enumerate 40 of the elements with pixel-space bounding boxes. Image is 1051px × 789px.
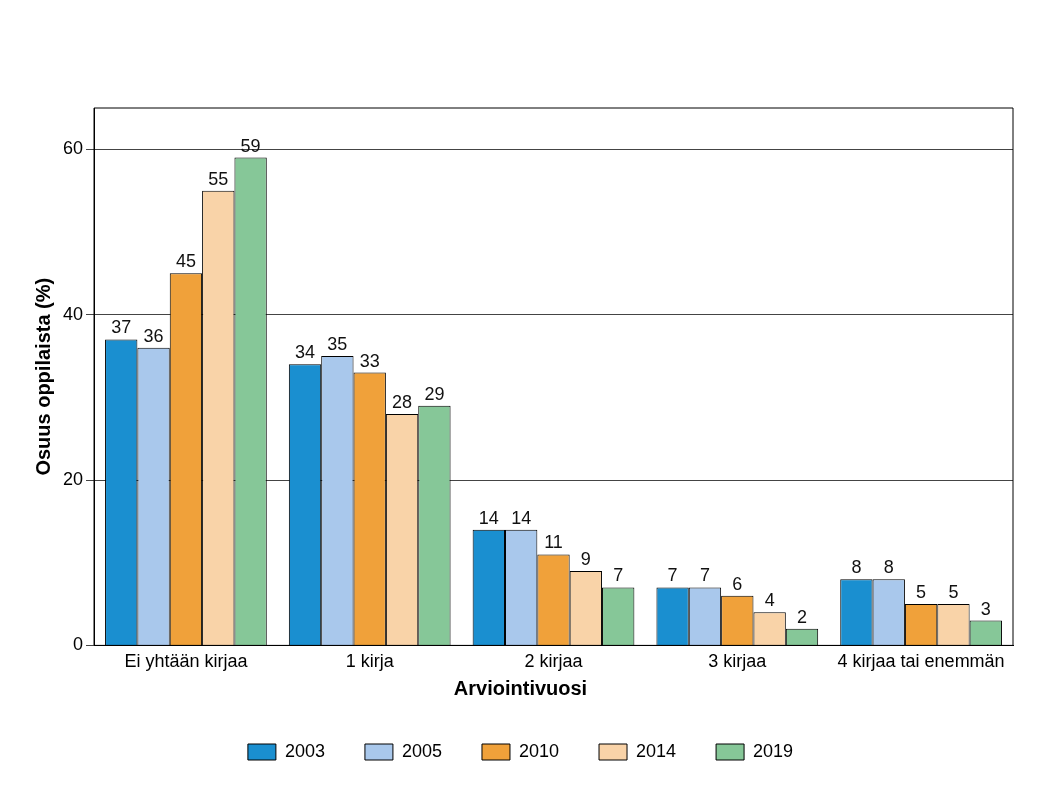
- data-label: 14: [478, 507, 499, 528]
- legend-label: 2019: [753, 740, 794, 761]
- data-label: 8: [883, 557, 894, 578]
- y-tick-label: 0: [73, 634, 84, 655]
- data-label: 34: [295, 342, 316, 363]
- data-label: 3: [980, 598, 991, 619]
- data-label: 55: [208, 168, 229, 189]
- legend-title: Arviointivuosi: [453, 676, 588, 699]
- legend-label: 2005: [401, 740, 442, 761]
- y-tick-label: 20: [62, 469, 84, 490]
- y-axis-title: Osuus oppilaista (%): [31, 277, 54, 476]
- data-label: 45: [175, 251, 196, 272]
- data-label: 7: [613, 565, 624, 586]
- data-label: 11: [544, 532, 563, 553]
- x-tick-label: 4 kirjaa tai enemmän: [837, 651, 1005, 672]
- data-label: 9: [580, 548, 591, 569]
- data-label: 14: [511, 507, 532, 528]
- x-tick-label: Ei yhtään kirjaa: [124, 651, 249, 672]
- x-tick-label: 1 kirja: [345, 651, 395, 672]
- x-tick-label: 3 kirjaa: [708, 651, 768, 672]
- data-label: 7: [699, 565, 710, 586]
- data-label: 33: [359, 350, 380, 371]
- data-label: 36: [143, 325, 164, 346]
- data-label: 37: [111, 317, 132, 338]
- data-label: 5: [916, 582, 927, 603]
- data-label: 29: [424, 383, 445, 404]
- data-label: 6: [732, 573, 743, 594]
- data-label: 35: [327, 334, 348, 354]
- y-tick-label: 40: [62, 303, 84, 324]
- data-label: 28: [392, 391, 413, 412]
- legend-label: 2010: [518, 740, 560, 761]
- legend-label: 2003: [284, 740, 325, 761]
- x-tick-label: 2 kirjaa: [524, 651, 584, 672]
- y-tick-label: 60: [62, 138, 84, 159]
- data-label: 2: [796, 606, 808, 627]
- legend-label: 2014: [636, 740, 677, 761]
- data-label: 5: [948, 582, 959, 603]
- data-label: 7: [667, 565, 678, 586]
- data-label: 4: [764, 590, 775, 611]
- data-label: 8: [851, 557, 862, 578]
